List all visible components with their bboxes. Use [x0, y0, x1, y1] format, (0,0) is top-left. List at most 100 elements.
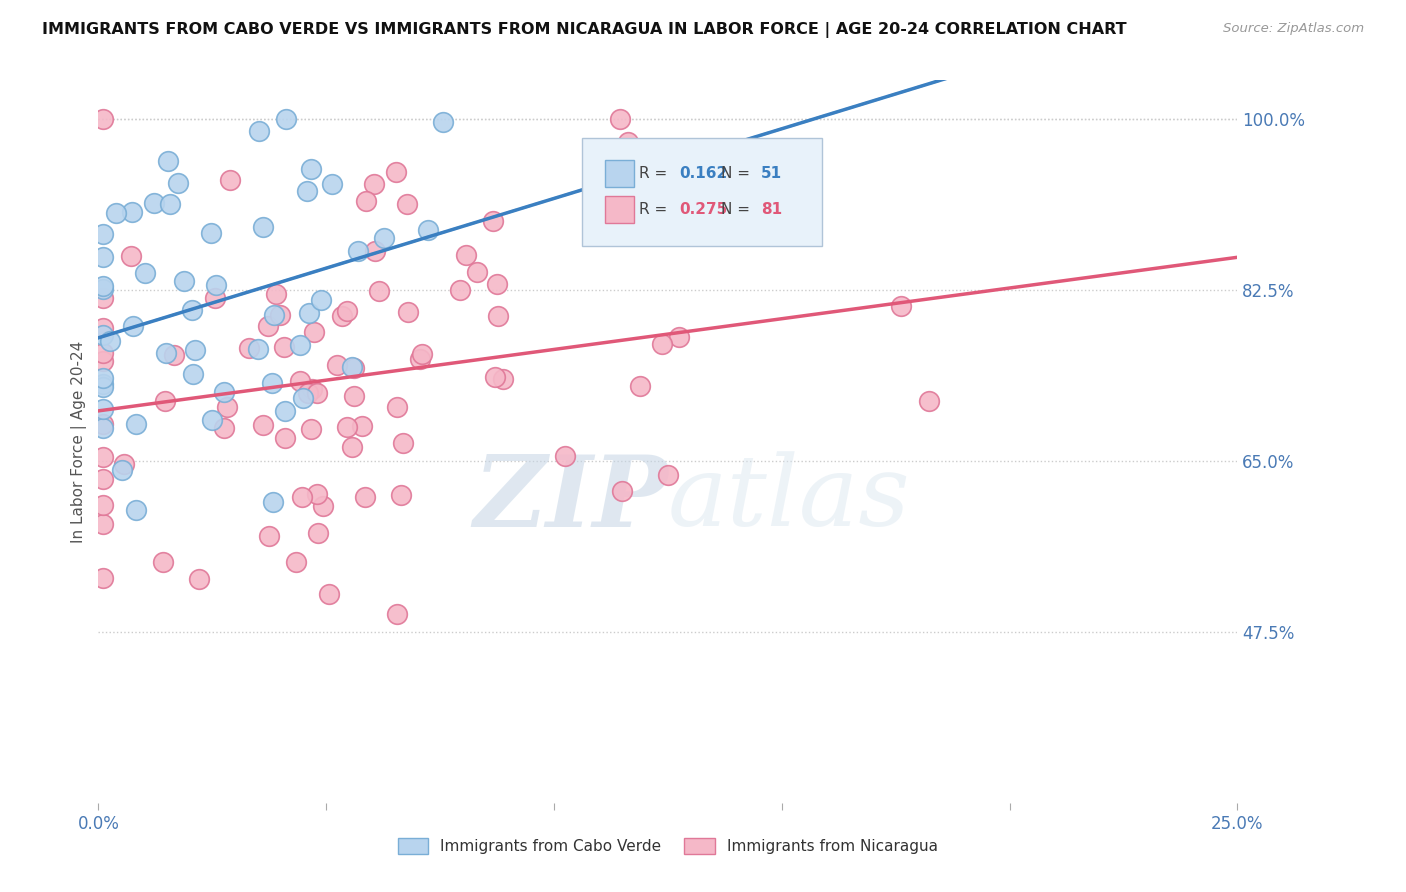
- Point: [153, 393, 176, 408]
- Bar: [605, 160, 634, 187]
- Point: [385, 607, 408, 622]
- Point: [91, 291, 114, 305]
- Point: [91, 571, 114, 585]
- Point: [91, 353, 114, 368]
- Point: [340, 359, 363, 374]
- Point: [295, 184, 318, 198]
- Point: [252, 417, 274, 432]
- Point: [302, 325, 325, 339]
- Point: [486, 277, 509, 291]
- Point: [307, 487, 329, 501]
- Point: [91, 321, 114, 335]
- Point: [288, 338, 311, 352]
- Point: [612, 483, 634, 498]
- Point: [91, 250, 114, 264]
- Point: [299, 162, 322, 177]
- Point: [554, 449, 576, 463]
- Text: ZIP: ZIP: [472, 451, 668, 548]
- Point: [318, 587, 340, 601]
- Point: [257, 318, 280, 333]
- Point: [134, 266, 156, 280]
- Text: N =: N =: [721, 166, 755, 181]
- Point: [385, 165, 408, 179]
- Point: [290, 374, 312, 388]
- Point: [124, 417, 146, 432]
- Text: IMMIGRANTS FROM CABO VERDE VS IMMIGRANTS FROM NICARAGUA IN LABOR FORCE | AGE 20-: IMMIGRANTS FROM CABO VERDE VS IMMIGRANTS…: [42, 22, 1126, 38]
- Point: [354, 194, 377, 208]
- Point: [363, 177, 385, 191]
- Point: [91, 499, 114, 513]
- Point: [465, 265, 488, 279]
- Point: [890, 299, 912, 313]
- Point: [217, 400, 239, 414]
- Point: [257, 529, 280, 543]
- Point: [330, 309, 353, 323]
- Point: [212, 421, 235, 435]
- Point: [155, 346, 177, 360]
- Point: [307, 525, 329, 540]
- Point: [205, 277, 228, 292]
- Point: [326, 358, 349, 372]
- Point: [181, 303, 204, 318]
- Point: [301, 382, 323, 396]
- Point: [291, 490, 314, 504]
- Point: [181, 368, 204, 382]
- Point: [112, 457, 135, 471]
- Point: [321, 177, 343, 191]
- Point: [368, 284, 391, 298]
- Point: [91, 472, 114, 486]
- Point: [292, 391, 315, 405]
- Point: [484, 370, 506, 384]
- Point: [657, 468, 679, 483]
- Point: [91, 112, 114, 127]
- Point: [212, 385, 235, 400]
- Point: [91, 371, 114, 385]
- Point: [418, 223, 440, 237]
- Point: [91, 401, 114, 416]
- Point: [91, 450, 114, 465]
- Point: [309, 293, 332, 307]
- Point: [617, 135, 640, 149]
- Point: [668, 329, 690, 343]
- Point: [285, 555, 308, 569]
- Point: [91, 517, 114, 532]
- Point: [918, 393, 941, 408]
- Point: [143, 195, 166, 210]
- Point: [350, 419, 373, 434]
- Point: [91, 282, 114, 296]
- Point: [297, 385, 319, 400]
- Legend: Immigrants from Cabo Verde, Immigrants from Nicaragua: Immigrants from Cabo Verde, Immigrants f…: [391, 832, 945, 860]
- Y-axis label: In Labor Force | Age 20-24: In Labor Force | Age 20-24: [72, 341, 87, 542]
- Point: [274, 403, 297, 417]
- Point: [262, 495, 284, 509]
- Point: [298, 306, 321, 320]
- Point: [91, 279, 114, 293]
- Point: [260, 376, 283, 390]
- Point: [263, 308, 285, 322]
- Point: [628, 379, 651, 393]
- Point: [187, 572, 209, 586]
- Point: [125, 503, 148, 517]
- Point: [159, 196, 181, 211]
- Point: [482, 214, 505, 228]
- Text: 0.162: 0.162: [679, 166, 727, 181]
- Point: [307, 385, 329, 400]
- Point: [392, 435, 415, 450]
- Point: [274, 432, 297, 446]
- FancyBboxPatch shape: [582, 138, 821, 246]
- Point: [651, 336, 673, 351]
- Point: [91, 328, 114, 343]
- Point: [249, 124, 271, 138]
- Point: [276, 112, 298, 127]
- Point: [449, 283, 471, 297]
- Point: [252, 219, 274, 234]
- Point: [91, 345, 114, 359]
- Point: [91, 377, 114, 392]
- Point: [364, 244, 387, 258]
- Point: [340, 440, 363, 454]
- Point: [156, 153, 179, 168]
- Text: R =: R =: [640, 202, 672, 217]
- Point: [396, 305, 419, 319]
- Point: [456, 248, 478, 262]
- Point: [269, 308, 291, 322]
